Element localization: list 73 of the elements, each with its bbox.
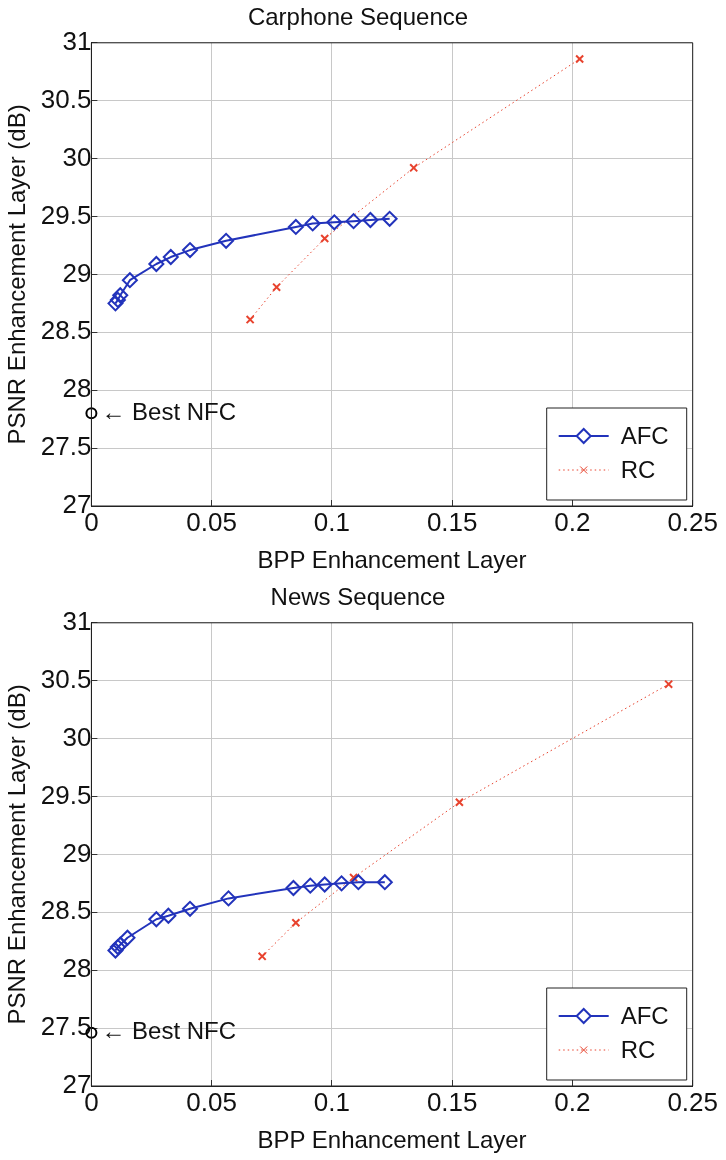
x-tick-label: 0.1 bbox=[313, 1086, 350, 1117]
x-tick-label: 0.15 bbox=[426, 506, 478, 537]
point bbox=[302, 877, 319, 894]
point bbox=[454, 797, 464, 807]
point bbox=[333, 875, 350, 892]
legend-label: RC bbox=[620, 455, 656, 483]
y-tick-label: 29 bbox=[62, 257, 92, 288]
x-tick-label: 0.05 bbox=[186, 506, 237, 537]
point bbox=[291, 918, 301, 928]
point bbox=[182, 900, 199, 917]
point bbox=[320, 233, 330, 244]
y-tick-label: 29 bbox=[62, 837, 92, 868]
x-axis-title: BPP Enhancement Layer bbox=[257, 1126, 527, 1154]
x-tick-label: 0.25 bbox=[667, 1086, 718, 1117]
point bbox=[326, 214, 343, 231]
x-tick-label: 0.1 bbox=[313, 506, 350, 537]
annotation: ← Best NFC bbox=[101, 397, 237, 425]
point bbox=[575, 54, 585, 64]
point bbox=[112, 287, 129, 304]
point bbox=[381, 210, 398, 227]
y-tick-label: 27.5 bbox=[40, 1011, 92, 1042]
point bbox=[148, 911, 165, 928]
point bbox=[409, 163, 419, 173]
point bbox=[162, 249, 179, 266]
chart-title: Carphone Sequence bbox=[247, 3, 469, 31]
legend-label: RC bbox=[620, 1035, 656, 1063]
point bbox=[287, 218, 304, 235]
point bbox=[121, 272, 138, 289]
x-axis-title: BPP Enhancement Layer bbox=[257, 546, 527, 574]
point bbox=[376, 874, 393, 891]
point bbox=[148, 255, 165, 272]
legend-label: AFC bbox=[620, 421, 669, 449]
point bbox=[345, 213, 362, 230]
point bbox=[220, 890, 237, 907]
point bbox=[285, 879, 302, 896]
point bbox=[362, 211, 379, 228]
point bbox=[160, 907, 177, 924]
y-tick-label: 30 bbox=[62, 141, 92, 172]
point bbox=[304, 215, 321, 232]
x-tick-label: 0.05 bbox=[186, 1086, 237, 1117]
y-tick-label: 30 bbox=[62, 721, 92, 752]
point bbox=[245, 315, 255, 325]
y-tick-label: 28.5 bbox=[40, 895, 92, 926]
y-tick-label: 30.5 bbox=[40, 83, 92, 114]
y-tick-label: 28.5 bbox=[40, 315, 92, 346]
y-tick-label: 31 bbox=[62, 605, 92, 636]
y-axis-title: PSNR Enhancement Layer (dB) bbox=[3, 104, 31, 445]
chart-title: News Sequence bbox=[270, 583, 446, 611]
x-tick-label: 0.15 bbox=[426, 1086, 478, 1117]
x-tick-label: 0.2 bbox=[554, 506, 591, 537]
annotation: ← Best NFC bbox=[101, 1017, 237, 1045]
y-tick-label: 30.5 bbox=[40, 663, 92, 694]
point bbox=[107, 295, 124, 312]
y-tick-label: 31 bbox=[62, 25, 92, 56]
y-axis-title: PSNR Enhancement Layer (dB) bbox=[3, 684, 31, 1025]
point bbox=[182, 242, 199, 259]
point bbox=[664, 679, 674, 689]
y-tick-label: 28 bbox=[62, 373, 92, 404]
y-tick-label: 29.5 bbox=[40, 199, 92, 230]
point bbox=[257, 951, 267, 961]
point bbox=[218, 232, 235, 249]
y-tick-label: 28 bbox=[62, 953, 92, 984]
point bbox=[119, 929, 136, 946]
point bbox=[350, 874, 367, 891]
point bbox=[272, 282, 282, 292]
x-tick-label: 0.25 bbox=[667, 506, 718, 537]
point bbox=[109, 291, 126, 308]
point bbox=[85, 407, 98, 420]
y-tick-label: 29.5 bbox=[40, 779, 92, 810]
point bbox=[316, 876, 333, 893]
legend-label: AFC bbox=[620, 1001, 669, 1029]
x-tick-label: 0.2 bbox=[554, 1086, 591, 1117]
y-tick-label: 27.5 bbox=[40, 431, 92, 462]
